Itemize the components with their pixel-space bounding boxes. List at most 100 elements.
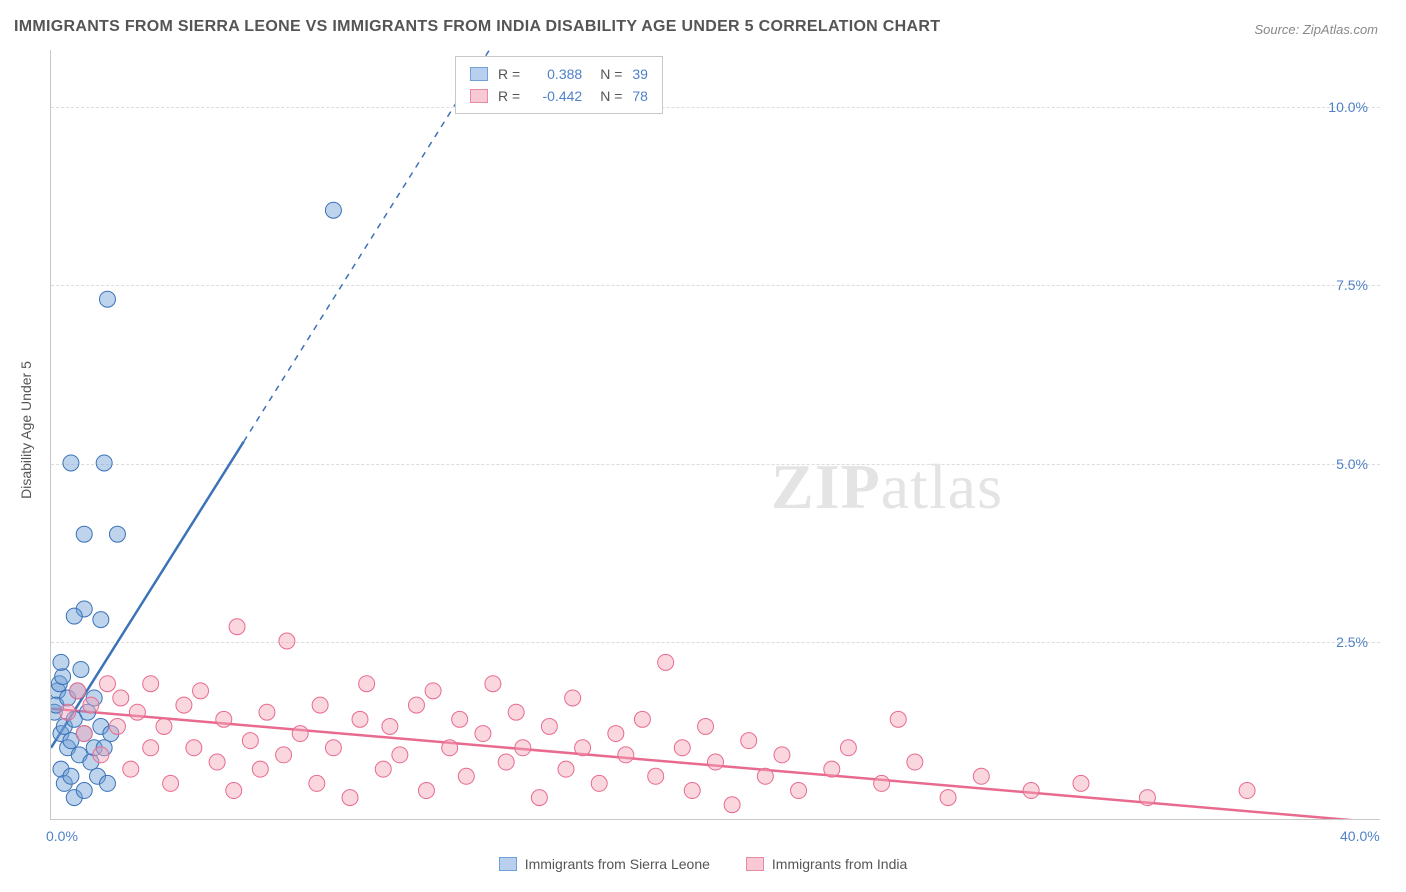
data-point — [113, 690, 129, 706]
data-point — [143, 740, 159, 756]
data-point — [824, 761, 840, 777]
data-point — [458, 768, 474, 784]
data-point — [123, 761, 139, 777]
data-point — [591, 775, 607, 791]
data-point — [940, 790, 956, 806]
data-point — [276, 747, 292, 763]
swatch-icon — [746, 857, 764, 871]
data-point — [382, 718, 398, 734]
data-point — [485, 676, 501, 692]
data-point — [684, 783, 700, 799]
data-point — [193, 683, 209, 699]
data-point — [558, 761, 574, 777]
data-point — [890, 711, 906, 727]
data-point — [176, 697, 192, 713]
series-legend: Immigrants from Sierra Leone Immigrants … — [0, 856, 1406, 872]
data-point — [209, 754, 225, 770]
data-point — [76, 726, 92, 742]
data-point — [99, 676, 115, 692]
data-point — [874, 775, 890, 791]
data-point — [63, 455, 79, 471]
data-point — [312, 697, 328, 713]
data-point — [99, 291, 115, 307]
data-point — [508, 704, 524, 720]
data-point — [541, 718, 557, 734]
data-point — [392, 747, 408, 763]
r-label: R = — [498, 63, 520, 85]
data-point — [375, 761, 391, 777]
legend-label: Immigrants from India — [772, 856, 907, 872]
data-point — [1073, 775, 1089, 791]
data-point — [791, 783, 807, 799]
swatch-icon — [470, 67, 488, 81]
data-point — [83, 697, 99, 713]
legend-label: Immigrants from Sierra Leone — [525, 856, 710, 872]
data-point — [242, 733, 258, 749]
data-point — [757, 768, 773, 784]
legend-row: R = -0.442 N = 78 — [470, 85, 648, 107]
n-label: N = — [600, 85, 622, 107]
data-point — [724, 797, 740, 813]
source-attribution: Source: ZipAtlas.com — [1254, 22, 1378, 37]
data-point — [608, 726, 624, 742]
data-point — [216, 711, 232, 727]
legend-row: R = 0.388 N = 39 — [470, 63, 648, 85]
data-point — [658, 654, 674, 670]
data-point — [63, 768, 79, 784]
data-point — [408, 697, 424, 713]
data-point — [76, 526, 92, 542]
data-point — [774, 747, 790, 763]
data-point — [229, 619, 245, 635]
data-point — [60, 704, 76, 720]
data-point — [99, 775, 115, 791]
data-point — [698, 718, 714, 734]
data-point — [498, 754, 514, 770]
data-point — [342, 790, 358, 806]
data-point — [156, 718, 172, 734]
data-point — [186, 740, 202, 756]
swatch-icon — [470, 89, 488, 103]
plot-area: ZIPatlas 2.5%5.0%7.5%10.0% — [50, 50, 1380, 820]
data-point — [741, 733, 757, 749]
data-point — [325, 202, 341, 218]
data-point — [109, 526, 125, 542]
data-point — [109, 718, 125, 734]
data-point — [515, 740, 531, 756]
scatter-svg — [51, 50, 1380, 819]
data-point — [226, 783, 242, 799]
chart-title: IMMIGRANTS FROM SIERRA LEONE VS IMMIGRAN… — [14, 18, 940, 36]
n-label: N = — [600, 63, 622, 85]
data-point — [70, 683, 86, 699]
data-point — [163, 775, 179, 791]
data-point — [93, 612, 109, 628]
trendline — [51, 442, 244, 748]
data-point — [73, 661, 89, 677]
data-point — [452, 711, 468, 727]
data-point — [309, 775, 325, 791]
swatch-icon — [499, 857, 517, 871]
data-point — [425, 683, 441, 699]
correlation-legend: R = 0.388 N = 39 R = -0.442 N = 78 — [455, 56, 663, 114]
data-point — [840, 740, 856, 756]
data-point — [76, 783, 92, 799]
data-point — [634, 711, 650, 727]
data-point — [475, 726, 491, 742]
legend-item: Immigrants from Sierra Leone — [499, 856, 710, 872]
data-point — [359, 676, 375, 692]
data-point — [648, 768, 664, 784]
data-point — [1139, 790, 1155, 806]
data-point — [143, 676, 159, 692]
data-point — [531, 790, 547, 806]
data-point — [674, 740, 690, 756]
data-point — [352, 711, 368, 727]
data-point — [252, 761, 268, 777]
data-point — [93, 747, 109, 763]
r-value: 0.388 — [530, 63, 582, 85]
data-point — [279, 633, 295, 649]
data-point — [325, 740, 341, 756]
n-value: 39 — [632, 63, 648, 85]
data-point — [53, 654, 69, 670]
r-label: R = — [498, 85, 520, 107]
data-point — [1023, 783, 1039, 799]
x-tick-label: 40.0% — [1340, 828, 1380, 844]
